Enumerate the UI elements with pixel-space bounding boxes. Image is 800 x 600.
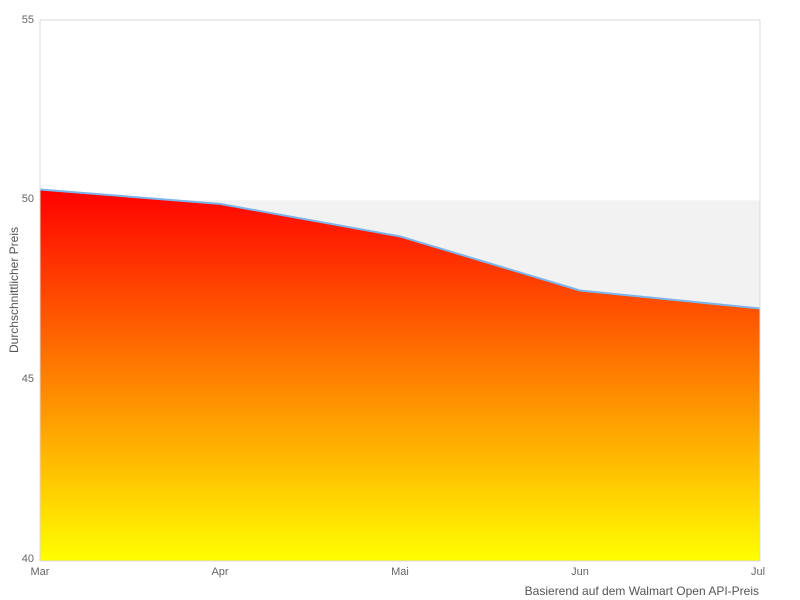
x-tick-label: Jul	[750, 566, 766, 578]
x-tick-label: Apr	[211, 566, 229, 578]
x-tick-label: Mar	[30, 566, 50, 578]
y-tick-label: 40	[21, 553, 34, 565]
x-tick-label: Jun	[571, 566, 589, 578]
plot-border	[39, 19, 761, 562]
y-axis-title: Durchschnittlicher Preis	[7, 226, 21, 354]
y-tick-label: 45	[21, 373, 34, 385]
x-tick-label: Mai	[391, 566, 409, 578]
chart-caption: Basierend auf dem Walmart Open API-Preis	[524, 584, 759, 598]
area-series-fill[interactable]	[40, 189, 760, 562]
y-tick-label: 50	[21, 193, 34, 205]
y-tick-label: 55	[21, 14, 34, 26]
area-series-line[interactable]	[39, 188, 761, 310]
